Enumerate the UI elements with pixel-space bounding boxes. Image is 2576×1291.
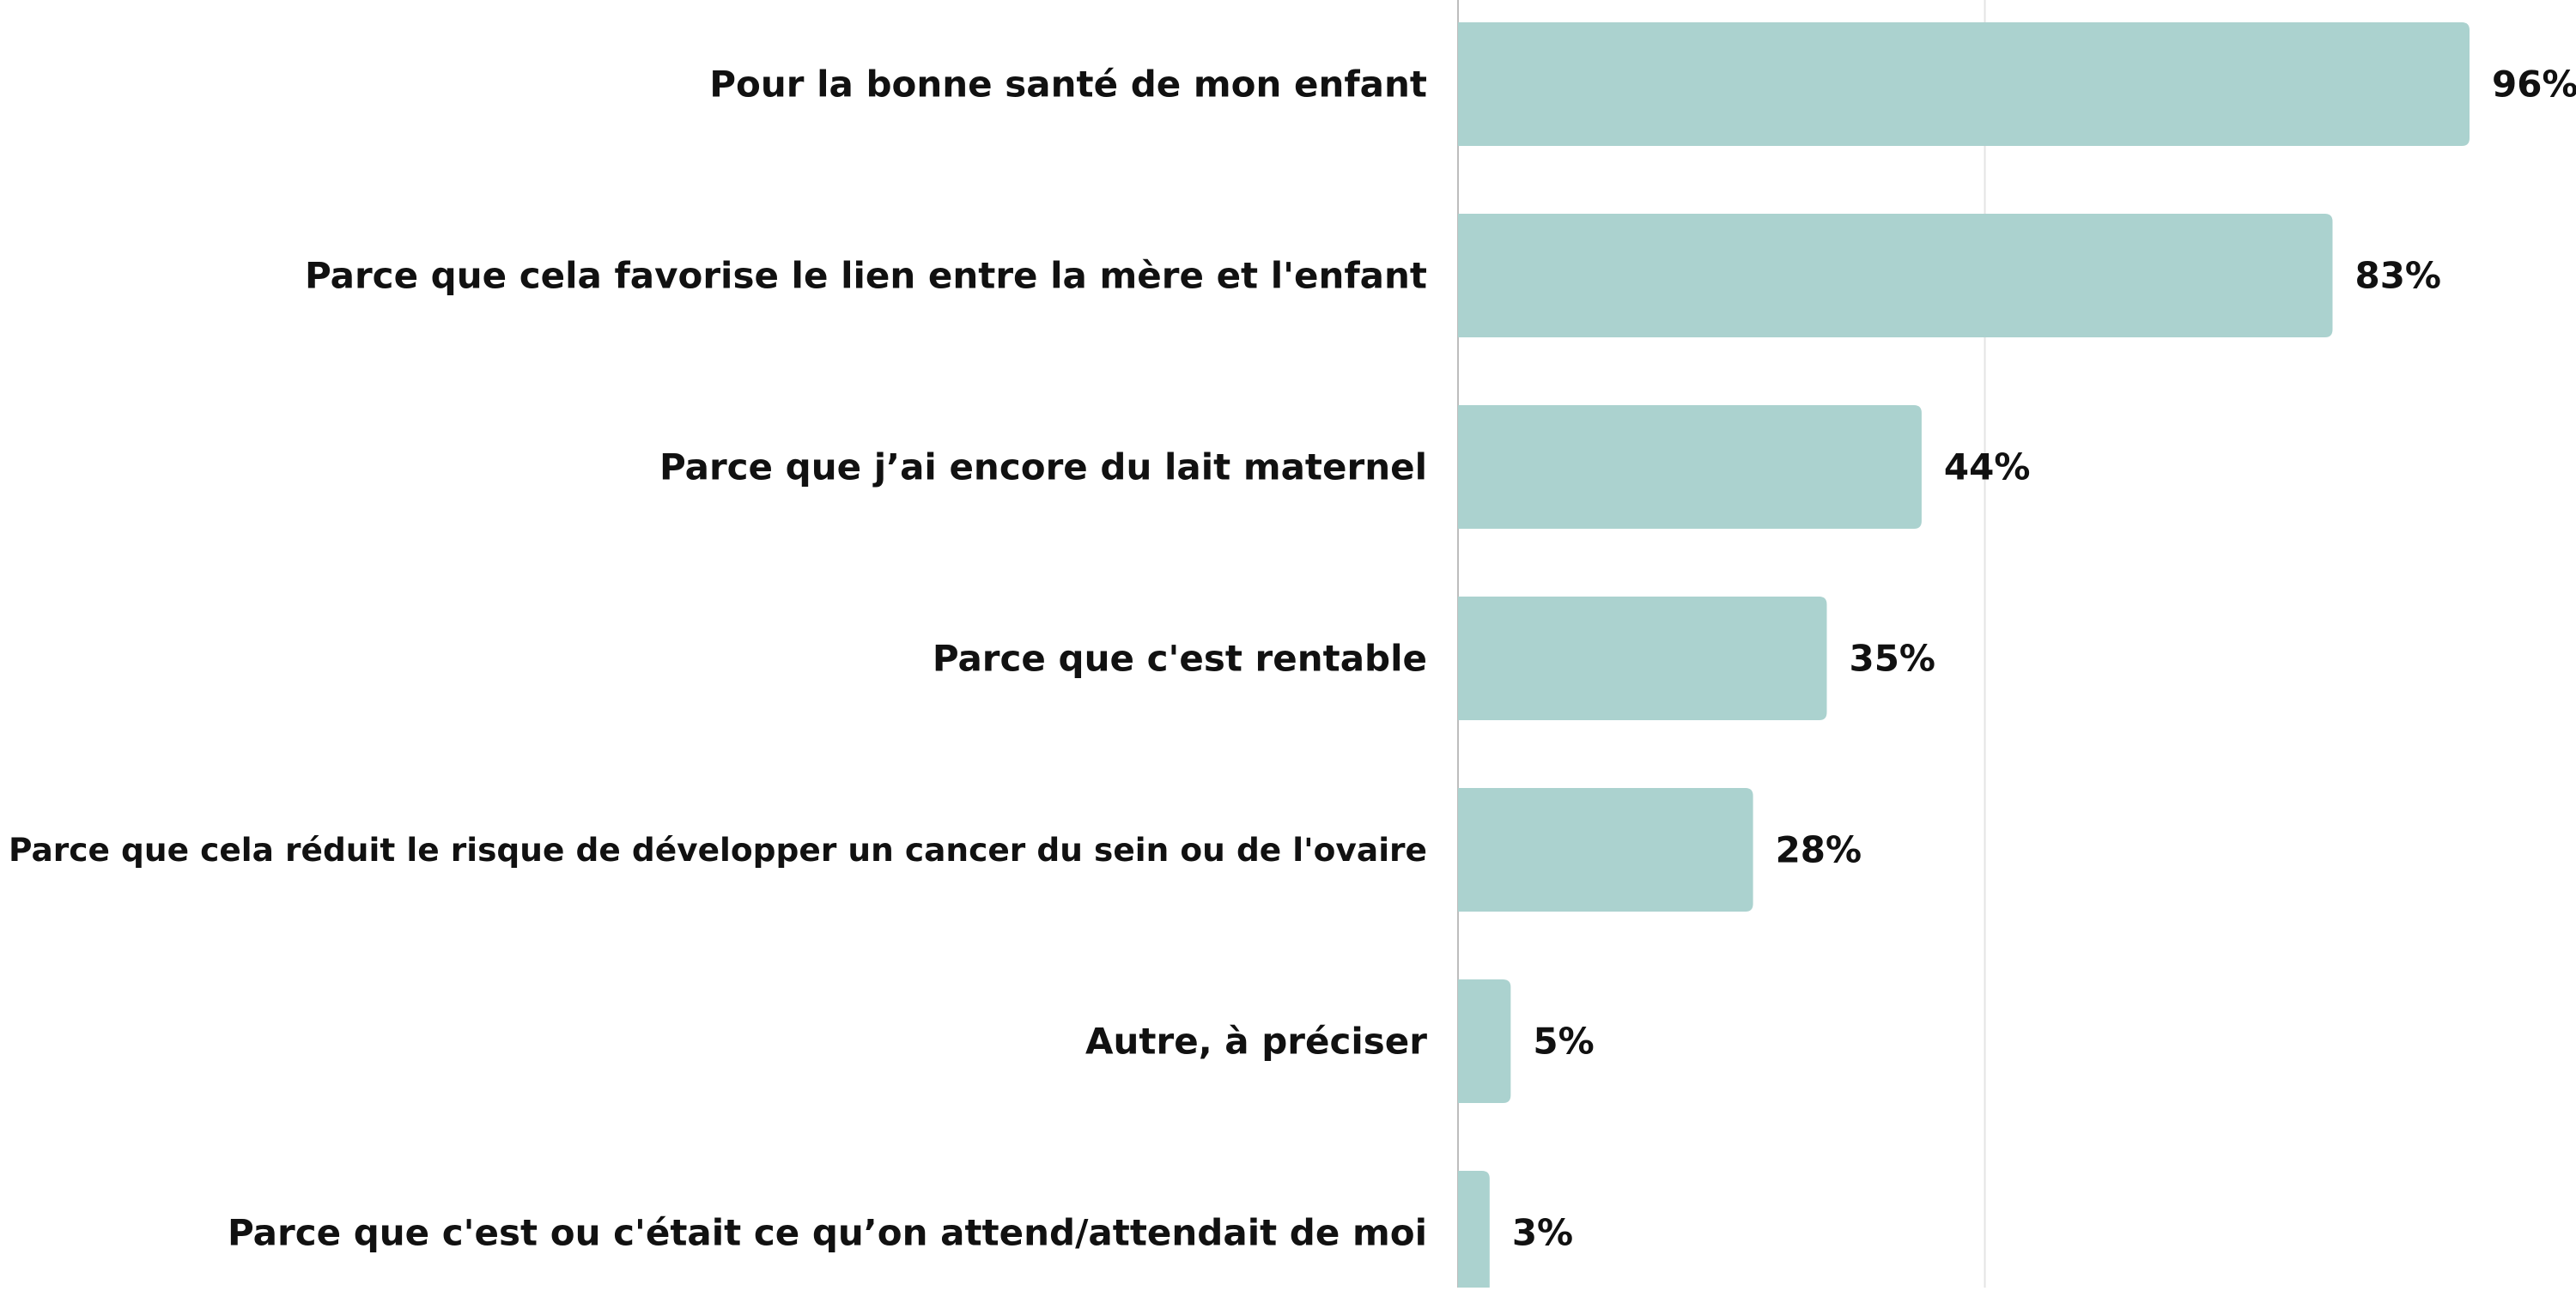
bar-3 (1458, 405, 1922, 529)
value-label-3: 44% (1944, 446, 2031, 488)
bar-5 (1458, 788, 1753, 912)
bar-7 (1458, 1171, 1490, 1291)
value-label-6: 5% (1533, 1021, 1594, 1063)
bar-2 (1458, 214, 2333, 337)
category-label-3: Parce que j’ai encore du lait maternel (659, 446, 1427, 488)
value-label-4: 35% (1849, 638, 1935, 680)
bars-layer (1458, 22, 2470, 1291)
value-label-7: 3% (1512, 1212, 1573, 1254)
category-label-4: Parce que c'est rentable (933, 638, 1427, 680)
category-label-6: Autre, à préciser (1085, 1021, 1427, 1063)
bar-1 (1458, 22, 2470, 146)
category-label-2: Parce que cela favorise le lien entre la… (305, 255, 1427, 297)
category-label-1: Pour la bonne santé de mon enfant (709, 64, 1427, 106)
category-label-5: Parce que cela réduit le risque de dével… (9, 831, 1427, 869)
value-label-1: 96% (2492, 64, 2576, 106)
value-label-2: 83% (2354, 255, 2441, 297)
value-labels-layer: 96% 83% 44% 35% 28% 5% 3% (1512, 64, 2576, 1254)
bar-4 (1458, 597, 1827, 720)
bar-6 (1458, 979, 1511, 1103)
category-labels-layer: Pour la bonne santé de mon enfant Parce q… (9, 64, 1427, 1254)
category-label-7: Parce que c'est ou c'était ce qu’on atte… (228, 1212, 1427, 1254)
value-label-5: 28% (1776, 829, 1862, 871)
